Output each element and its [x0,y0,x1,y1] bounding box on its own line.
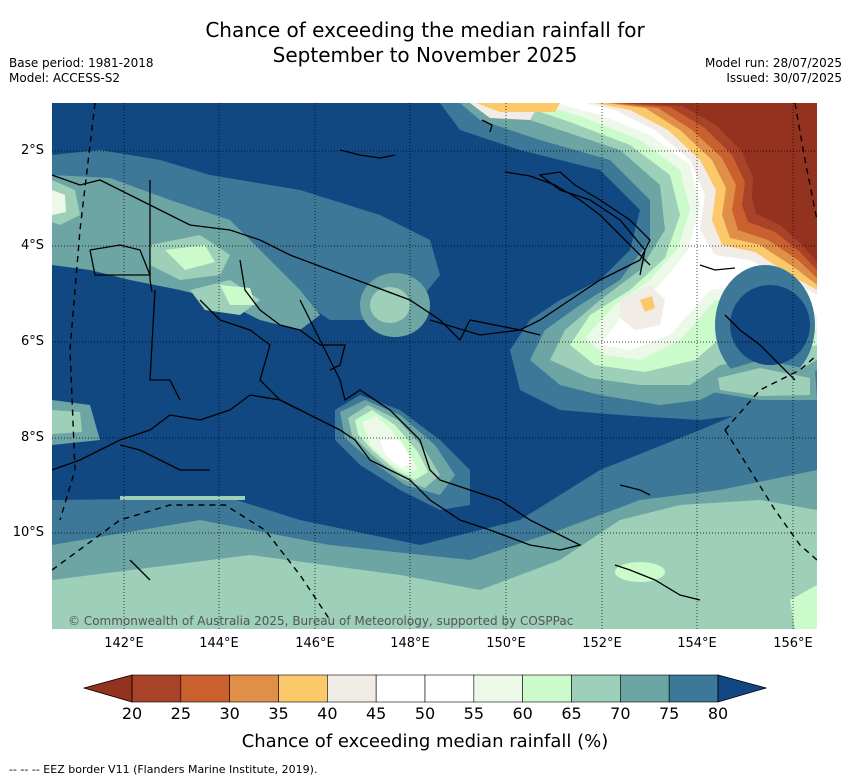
lat-label-4s: 4°S [20,238,44,253]
map-title: Chance of exceeding the median rainfall … [0,18,850,68]
lon-label-148e: 148°E [390,636,430,651]
colorbar-segment [620,674,670,703]
colorbar-tick-label: 25 [170,704,191,723]
colorbar-segment [424,674,475,703]
colorbar-tick-label: 70 [610,704,631,723]
eez-footnote: -- -- -- EEZ border V11 (Flanders Marine… [9,763,318,776]
colorbar-segment [229,674,279,703]
colorbar-low-arrow [82,674,133,703]
colorbar-tick-label: 30 [219,704,240,723]
colorbar-tick-label: 50 [414,704,436,723]
issued-date: Issued: 30/07/2025 [726,71,842,85]
colorbar-tick-label: 60 [512,704,533,723]
lat-label-6s: 6°S [20,334,44,349]
model-run: Model run: 28/07/2025 [704,56,842,70]
colorbar-tick-label: 65 [561,704,582,723]
lon-label-146e: 146°E [295,636,335,651]
lat-label-8s: 8°S [20,430,44,445]
colorbar-tick-label: 40 [317,704,338,723]
colorbar-segment [571,674,621,703]
colorbar-segment [473,674,523,703]
colorbar-tick-label: 45 [365,704,387,723]
colorbar-tick-label: 55 [463,704,484,723]
lat-label-10s: 10°S [12,525,44,540]
colorbar-tick-label: 75 [658,704,680,723]
eez-borders [52,103,817,621]
rainfall-map [52,103,817,629]
title-line-2: September to November 2025 [272,43,578,67]
colorbar-title: Chance of exceeding median rainfall (%) [241,731,609,752]
copyright-credit: © Commonwealth of Australia 2025, Bureau… [68,614,574,628]
lon-label-152e: 152°E [582,636,622,651]
colorbar-segment [180,674,230,703]
meta-right: Model run: 28/07/2025 Issued: 30/07/2025 [705,56,842,86]
graticule [52,103,817,629]
lon-label-144e: 144°E [199,636,239,651]
lon-label-150e: 150°E [486,636,526,651]
colorbar-tick-label: 80 [707,704,729,723]
colorbar-segment [375,674,426,703]
title-line-1: Chance of exceeding the median rainfall … [205,18,645,42]
colorbar [82,674,768,703]
colorbar-tick-label: 20 [121,704,143,723]
lon-label-154e: 154°E [677,636,717,651]
colorbar-segment [522,674,572,703]
lon-label-142e: 142°E [104,636,144,651]
colorbar-segment [278,674,328,703]
base-period: Base period: 1981-2018 [9,56,154,70]
colorbar-segment [131,674,182,703]
model-name: Model: ACCESS-S2 [9,71,121,85]
colorbar-segment [668,674,719,703]
colorbar-segment [327,674,377,703]
coastlines [52,119,796,601]
lat-label-2s: 2°S [20,143,44,158]
meta-left: Base period: 1981-2018 Model: ACCESS-S2 [9,56,154,86]
colorbar-tick-label: 35 [268,704,289,723]
lon-label-156e: 156°E [773,636,813,651]
colorbar-high-arrow [717,674,768,703]
